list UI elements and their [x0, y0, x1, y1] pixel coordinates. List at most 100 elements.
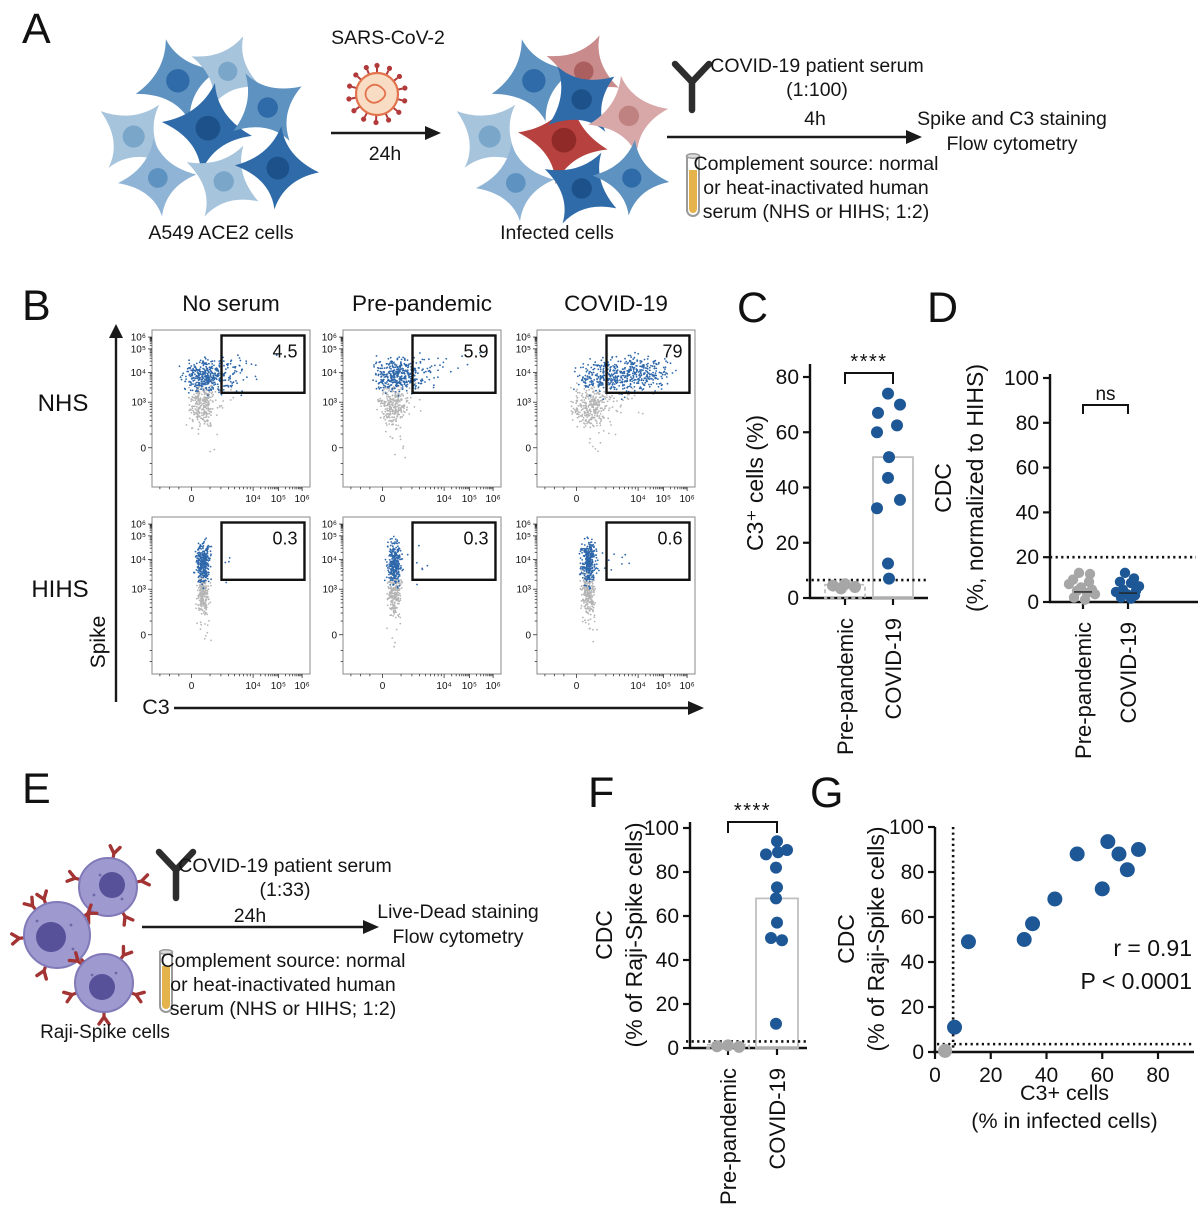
complement-e-line2: or heat-inactivated human [170, 974, 396, 996]
svg-text:10⁶: 10⁶ [485, 681, 500, 692]
raji-spike-cells-illustration [10, 844, 151, 1026]
svg-text:10³: 10³ [132, 585, 147, 596]
svg-text:10⁴: 10⁴ [245, 494, 260, 505]
arrow-24h-e [142, 920, 379, 934]
svg-text:0: 0 [380, 681, 386, 692]
svg-text:10⁴: 10⁴ [516, 368, 531, 379]
svg-text:0: 0 [574, 494, 580, 505]
svg-text:P < 0.0001: P < 0.0001 [1081, 968, 1193, 994]
svg-text:10⁵: 10⁵ [322, 344, 337, 355]
svg-text:0: 0 [787, 587, 799, 610]
virus-label: SARS-CoV-2 [331, 27, 445, 49]
svg-text:10⁵: 10⁵ [271, 494, 286, 505]
panel-f-label: F [588, 769, 615, 817]
svg-text:80: 80 [901, 861, 924, 884]
panel-d-label: D [927, 284, 959, 332]
svg-text:0: 0 [929, 1064, 941, 1087]
svg-text:10³: 10³ [517, 398, 532, 409]
cdc-normalized-chart: 0 20 40 60 80 100 ns CDC (%, normalized to HIHS)… [930, 364, 1198, 759]
svg-text:10⁵: 10⁵ [271, 681, 286, 692]
svg-text:****: **** [850, 351, 887, 373]
panel-b-label: B [22, 282, 51, 330]
svg-text:0: 0 [331, 630, 337, 641]
svg-text:10⁶: 10⁶ [679, 681, 694, 692]
svg-text:10⁵: 10⁵ [131, 531, 146, 542]
svg-text:(% of Raji-Spike cells): (% of Raji-Spike cells) [863, 827, 889, 1052]
svg-text:0.3: 0.3 [272, 528, 297, 548]
svg-text:10⁶: 10⁶ [294, 494, 309, 505]
svg-text:(% of Raji-Spike cells): (% of Raji-Spike cells) [621, 823, 647, 1048]
svg-text:Pre-pandemic: Pre-pandemic [833, 618, 858, 755]
svg-text:10⁶: 10⁶ [294, 681, 309, 692]
svg-text:0.6: 0.6 [657, 528, 682, 548]
svg-text:(%, normalized to HIHS): (%, normalized to HIHS) [962, 364, 988, 612]
column-header-pre-pandemic: Pre-pandemic [351, 291, 493, 316]
svg-text:60: 60 [1016, 457, 1039, 480]
svg-text:10³: 10³ [323, 398, 338, 409]
svg-text:20: 20 [1016, 546, 1039, 569]
virus-icon [346, 62, 408, 126]
svg-text:C3+ cells: C3+ cells [1020, 1081, 1109, 1105]
complement-e-line3: serum (NHS or HIHS; 1:2) [169, 998, 397, 1020]
svg-text:10⁴: 10⁴ [630, 494, 645, 505]
svg-text:10⁴: 10⁴ [436, 681, 451, 692]
svg-text:****: **** [734, 800, 771, 822]
svg-text:0: 0 [189, 494, 195, 505]
svg-text:79: 79 [662, 341, 682, 361]
readout-label-line1: Spike and C3 staining [917, 108, 1107, 130]
row-header-nhs: NHS [37, 390, 89, 417]
test-tube-icon [685, 153, 701, 217]
svg-text:0: 0 [189, 681, 195, 692]
svg-text:60: 60 [656, 905, 679, 928]
svg-text:10⁶: 10⁶ [322, 520, 337, 531]
svg-text:CDC: CDC [833, 914, 859, 964]
svg-text:(% in infected cells): (% in infected cells) [971, 1109, 1157, 1133]
svg-text:0.3: 0.3 [463, 528, 488, 548]
covid-serum-e-line2: (1:33) [259, 879, 311, 901]
panel-c-label: C [737, 284, 769, 332]
spike-axis-arrow [109, 324, 123, 702]
complement-label-line1: Complement source: normal [693, 153, 939, 175]
complement-label-line2: or heat-inactivated human [703, 177, 929, 199]
svg-text:80: 80 [656, 861, 679, 884]
svg-text:40: 40 [776, 477, 799, 500]
svg-text:Pre-pandemic: Pre-pandemic [1071, 622, 1096, 759]
svg-text:20: 20 [656, 993, 679, 1016]
svg-text:10⁶: 10⁶ [516, 333, 531, 344]
panel-g-label: G [810, 769, 844, 817]
readout-e-line2: Flow cytometry [392, 926, 524, 948]
svg-text:10⁴: 10⁴ [245, 681, 260, 692]
svg-text:5.9: 5.9 [463, 341, 488, 361]
antibody-icon [671, 60, 713, 114]
svg-text:10⁵: 10⁵ [462, 494, 477, 505]
svg-text:10⁴: 10⁴ [322, 368, 337, 379]
svg-text:100: 100 [889, 816, 924, 839]
c3-axis-label: C3 [142, 695, 170, 719]
incubation-24h-e-label: 24h [233, 905, 267, 927]
row-header-hihs: HIHS [31, 576, 89, 603]
svg-text:60: 60 [901, 906, 924, 929]
c3-axis-arrow [174, 701, 704, 715]
svg-text:ns: ns [1095, 384, 1115, 405]
svg-text:10⁴: 10⁴ [630, 681, 645, 692]
svg-text:80: 80 [1016, 412, 1039, 435]
svg-text:10⁵: 10⁵ [131, 344, 146, 355]
svg-text:20: 20 [776, 532, 799, 555]
svg-text:40: 40 [1016, 501, 1039, 524]
svg-text:10⁶: 10⁶ [131, 520, 146, 531]
column-header-covid19: COVID-19 [564, 291, 668, 316]
readout-label-line2: Flow cytometry [946, 133, 1078, 155]
svg-text:100: 100 [1004, 367, 1039, 390]
svg-text:80: 80 [1146, 1064, 1169, 1087]
a549-cells-illustration [76, 19, 324, 236]
svg-text:COVID-19: COVID-19 [765, 1068, 790, 1169]
svg-text:10⁶: 10⁶ [679, 494, 694, 505]
svg-text:10⁶: 10⁶ [485, 494, 500, 505]
svg-text:10⁴: 10⁴ [516, 555, 531, 566]
svg-text:20: 20 [979, 1064, 1002, 1087]
column-header-no-serum: No serum [182, 291, 280, 316]
svg-text:10⁵: 10⁵ [516, 531, 531, 542]
complement-label-line3: serum (NHS or HIHS; 1:2) [702, 201, 930, 223]
